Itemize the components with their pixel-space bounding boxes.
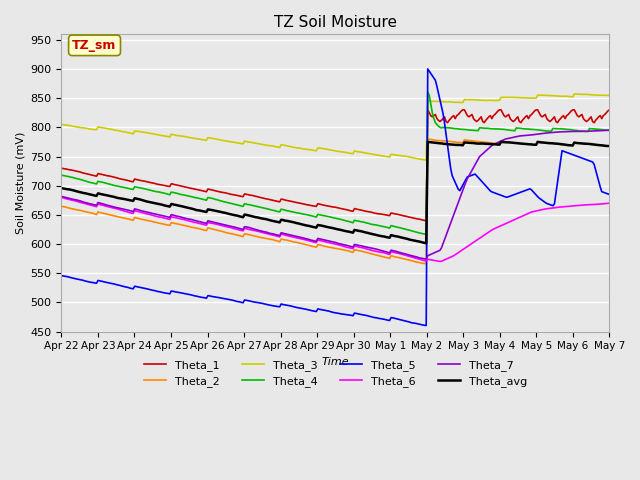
Theta_4 bbox=[125, 186, 132, 192]
Theta_2 bbox=[239, 234, 247, 240]
Theta_2 bbox=[297, 240, 305, 246]
Theta_5 bbox=[578, 155, 586, 161]
Legend: Theta_1, Theta_2, Theta_3, Theta_4, Theta_5, Theta_6, Theta_7, Theta_avg: Theta_1, Theta_2, Theta_3, Theta_4, Thet… bbox=[140, 355, 532, 392]
Theta_1 bbox=[297, 201, 305, 206]
Theta_1 bbox=[221, 190, 228, 196]
Theta_1 bbox=[239, 194, 247, 200]
Theta_6 bbox=[239, 228, 247, 234]
Theta_5 bbox=[239, 300, 247, 306]
Theta_6 bbox=[125, 209, 132, 215]
Theta_6 bbox=[297, 236, 305, 241]
Theta_avg bbox=[605, 143, 613, 149]
Theta_avg bbox=[125, 197, 132, 203]
Line: Theta_5: Theta_5 bbox=[61, 69, 609, 325]
Theta_6 bbox=[248, 228, 256, 233]
Theta_2 bbox=[424, 136, 431, 142]
Theta_3 bbox=[578, 91, 586, 97]
Theta_5 bbox=[424, 66, 431, 72]
X-axis label: Time: Time bbox=[321, 357, 349, 367]
Theta_avg bbox=[497, 139, 505, 144]
Theta_6 bbox=[436, 259, 444, 264]
Theta_7 bbox=[239, 227, 247, 232]
Theta_7 bbox=[221, 222, 228, 228]
Theta_4 bbox=[58, 172, 65, 178]
Theta_4 bbox=[424, 89, 431, 95]
Theta_6 bbox=[221, 223, 228, 229]
Theta_5 bbox=[125, 285, 132, 290]
Theta_2 bbox=[125, 216, 132, 222]
Theta_7 bbox=[248, 226, 256, 231]
Theta_7 bbox=[422, 256, 430, 262]
Theta_3 bbox=[221, 138, 228, 144]
Theta_1 bbox=[422, 218, 430, 224]
Theta_avg bbox=[578, 141, 586, 146]
Theta_1 bbox=[424, 107, 431, 113]
Theta_7 bbox=[577, 129, 584, 134]
Theta_2 bbox=[605, 144, 613, 149]
Theta_7 bbox=[125, 207, 132, 213]
Theta_4 bbox=[422, 231, 430, 237]
Theta_3 bbox=[248, 140, 256, 145]
Line: Theta_1: Theta_1 bbox=[61, 110, 609, 221]
Theta_5 bbox=[422, 323, 430, 328]
Theta_2 bbox=[221, 229, 228, 235]
Theta_3 bbox=[239, 141, 247, 147]
Theta_1 bbox=[58, 165, 65, 171]
Theta_6 bbox=[58, 194, 65, 200]
Theta_5 bbox=[58, 273, 65, 278]
Theta_4 bbox=[239, 204, 247, 209]
Text: TZ_sm: TZ_sm bbox=[72, 39, 116, 52]
Line: Theta_6: Theta_6 bbox=[61, 197, 609, 262]
Theta_avg bbox=[297, 221, 305, 227]
Theta_6 bbox=[577, 203, 584, 208]
Theta_avg bbox=[248, 214, 256, 219]
Theta_2 bbox=[422, 261, 430, 267]
Theta_5 bbox=[248, 299, 256, 304]
Line: Theta_7: Theta_7 bbox=[61, 130, 609, 259]
Theta_3 bbox=[422, 157, 430, 163]
Theta_3 bbox=[570, 91, 578, 97]
Theta_1 bbox=[125, 178, 132, 184]
Theta_4 bbox=[605, 127, 613, 133]
Theta_3 bbox=[297, 145, 305, 151]
Theta_7 bbox=[58, 193, 65, 199]
Theta_6 bbox=[605, 200, 613, 206]
Theta_3 bbox=[605, 93, 613, 98]
Line: Theta_2: Theta_2 bbox=[61, 139, 609, 264]
Theta_4 bbox=[221, 199, 228, 205]
Line: Theta_4: Theta_4 bbox=[61, 92, 609, 234]
Theta_2 bbox=[578, 141, 586, 146]
Theta_2 bbox=[58, 204, 65, 209]
Theta_avg bbox=[221, 210, 228, 216]
Theta_1 bbox=[578, 112, 586, 118]
Theta_3 bbox=[125, 130, 132, 136]
Theta_1 bbox=[605, 107, 613, 113]
Theta_5 bbox=[605, 192, 613, 197]
Theta_5 bbox=[221, 296, 228, 301]
Theta_avg bbox=[239, 215, 247, 220]
Theta_5 bbox=[297, 305, 305, 311]
Theta_3 bbox=[58, 121, 65, 127]
Line: Theta_avg: Theta_avg bbox=[61, 142, 609, 243]
Theta_4 bbox=[248, 203, 256, 208]
Title: TZ Soil Moisture: TZ Soil Moisture bbox=[274, 15, 397, 30]
Y-axis label: Soil Moisture (mV): Soil Moisture (mV) bbox=[15, 132, 25, 234]
Line: Theta_3: Theta_3 bbox=[61, 94, 609, 160]
Theta_2 bbox=[248, 233, 256, 239]
Theta_avg bbox=[58, 185, 65, 191]
Theta_avg bbox=[422, 240, 430, 246]
Theta_7 bbox=[297, 235, 305, 240]
Theta_4 bbox=[578, 128, 586, 134]
Theta_7 bbox=[605, 127, 613, 133]
Theta_4 bbox=[297, 211, 305, 216]
Theta_1 bbox=[248, 192, 256, 198]
